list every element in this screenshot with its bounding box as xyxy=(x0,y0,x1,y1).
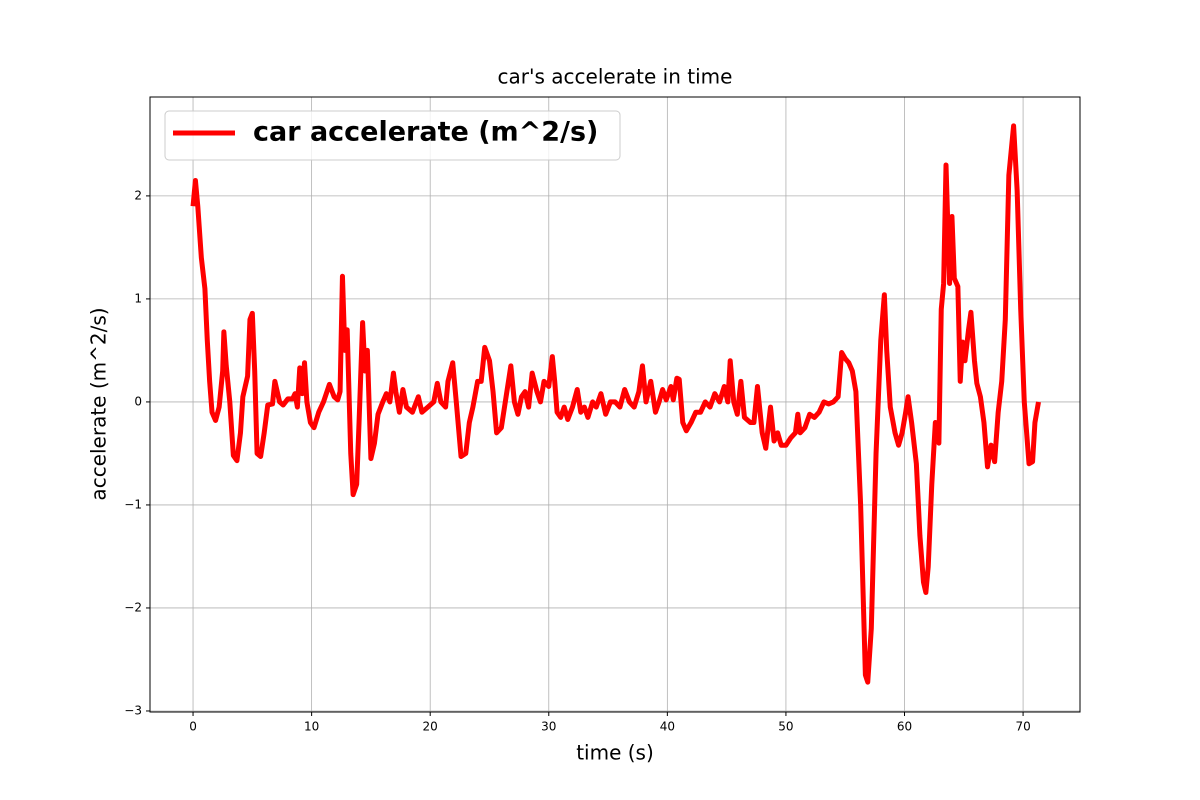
x-tick-label: 60 xyxy=(897,720,912,734)
plot-frame xyxy=(149,96,1081,713)
chart-title: car's accelerate in time xyxy=(498,65,733,89)
x-axis-label: time (s) xyxy=(576,741,654,765)
plot xyxy=(190,123,1041,685)
y-tick-label: −1 xyxy=(124,497,142,511)
x-tick-label: 20 xyxy=(423,720,438,734)
y-tick-label: 2 xyxy=(134,188,142,202)
x-tick-label: 30 xyxy=(541,720,556,734)
y-tick-label: −3 xyxy=(124,703,142,717)
legend-box xyxy=(164,110,621,161)
x-tick-label: 10 xyxy=(304,720,319,734)
x-tick-label: 0 xyxy=(189,720,197,734)
data-line xyxy=(190,123,1041,685)
x-tick-label: 50 xyxy=(778,720,793,734)
x-tick-label: 70 xyxy=(1015,720,1030,734)
legend-label: car accelerate (m^2/s) xyxy=(253,117,598,148)
legend: car accelerate (m^2/s) xyxy=(164,110,621,161)
y-axis-label: accelerate (m^2/s) xyxy=(87,307,111,500)
x-tick-label: 40 xyxy=(660,720,675,734)
y-tick-label: 1 xyxy=(134,291,142,305)
y-tick-label: −2 xyxy=(124,600,142,614)
y-tick-label: 0 xyxy=(134,394,142,408)
